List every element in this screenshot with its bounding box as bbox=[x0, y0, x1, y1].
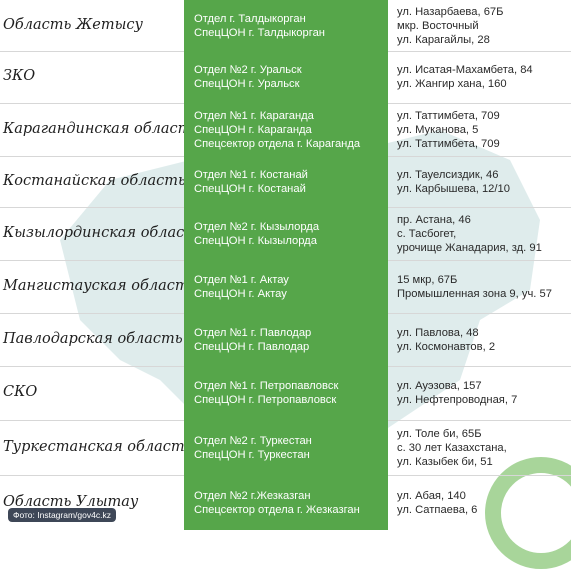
offices-cell: Отдел №2 г.Жезказган Спецсектор отдела г.… bbox=[184, 475, 388, 530]
address-line: ул. Карагайлы, 28 bbox=[397, 33, 490, 46]
address-line: ул. Казыбек би, 51 bbox=[397, 455, 493, 468]
addresses-cell: ул. Павлова, 48 ул. Космонавтов, 2 bbox=[397, 313, 569, 366]
address-line: ул. Таттимбета, 709 bbox=[397, 109, 500, 122]
addresses-cell: ул. Исатая-Махамбета, 84 ул. Жангир хана,… bbox=[397, 51, 569, 103]
office-name: Отдел №1 г. Костанай bbox=[194, 168, 308, 181]
offices-cell: Отдел №2 г. Туркестан СпецЦОН г. Туркеста… bbox=[184, 420, 388, 475]
address-line: ул. Муканова, 5 bbox=[397, 123, 479, 136]
address-line: ул. Таттимбета, 709 bbox=[397, 137, 500, 150]
address-line: ул. Толе би, 65Б bbox=[397, 427, 482, 440]
region-name: ЗКО bbox=[3, 68, 36, 85]
offices-cell: Отдел №2 г. Уральск СпецЦОН г. Уральск bbox=[184, 51, 388, 103]
address-line: с. Тасбогет, bbox=[397, 227, 457, 240]
address-line: ул. Павлова, 48 bbox=[397, 326, 479, 339]
address-line: ул. Космонавтов, 2 bbox=[397, 340, 496, 353]
region-name: Павлодарская область bbox=[3, 330, 183, 347]
address-line: ул. Нефтепроводная, 7 bbox=[397, 394, 518, 406]
address-line: ул. Сатпаева, 6 bbox=[397, 503, 478, 516]
office-name: СпецЦОН г. Актау bbox=[194, 287, 287, 300]
table-row: Мангистауская область Отдел №1 г. Актау Сп… bbox=[0, 260, 571, 314]
office-name: СпецЦОН г. Караганда bbox=[194, 123, 312, 136]
address-line: урочище Жанадария, зд. 91 bbox=[397, 241, 542, 254]
region-name: Область Улытау bbox=[3, 493, 139, 510]
addresses-cell: ул. Таттимбета, 709 ул. Муканова, 5 ул. Та… bbox=[397, 103, 569, 156]
table-row: Туркестанская область Отдел №2 г. Туркест… bbox=[0, 420, 571, 476]
table-row: Костанайская область Отдел №1 г. Костанай… bbox=[0, 156, 571, 208]
addresses-cell: ул. Тауелсиздик, 46 ул. Карбышева, 12/10 bbox=[397, 156, 569, 207]
table-row: Область Улытау Отдел №2 г.Жезказган Спецсе… bbox=[0, 475, 571, 530]
addresses-cell: пр. Астана, 46 с. Тасбогет, урочище Жанада… bbox=[397, 207, 569, 260]
region-name: Костанайская область bbox=[3, 172, 186, 189]
region-name: Область Жетысу bbox=[3, 16, 143, 33]
table-row: ЗКО Отдел №2 г. Уральск СпецЦОН г. Уральск… bbox=[0, 51, 571, 104]
address-line: ул. Ауэзова, 157 bbox=[397, 380, 482, 392]
address-line: с. 30 лет Казахстана, bbox=[397, 441, 507, 454]
address-line: ул. Жангир хана, 160 bbox=[397, 78, 507, 90]
office-name: Отдел №2 г.Жезказган bbox=[194, 489, 311, 502]
addresses-cell: ул. Толе би, 65Б с. 30 лет Казахстана, ул.… bbox=[397, 420, 569, 475]
office-name: СпецЦОН г. Талдыкорган bbox=[194, 26, 325, 39]
offices-cell: Отдел г. Талдыкорган СпецЦОН г. Талдыкорг… bbox=[184, 0, 388, 51]
region-name: СКО bbox=[3, 384, 38, 401]
table-row: Область Жетысу Отдел г. Талдыкорган СпецЦО… bbox=[0, 0, 571, 52]
offices-cell: Отдел №1 г. Петропавловск СпецЦОН г. Петр… bbox=[184, 366, 388, 420]
office-name: СпецЦОН г. Павлодар bbox=[194, 340, 310, 353]
region-name: Кызылординская область bbox=[3, 224, 206, 241]
address-line: 15 мкр, 67Б bbox=[397, 273, 458, 286]
offices-cell: Отдел №1 г. Караганда СпецЦОН г. Караганд… bbox=[184, 103, 388, 156]
table-row: Кызылординская область Отдел №2 г. Кызыло… bbox=[0, 207, 571, 261]
region-name: Туркестанская область bbox=[3, 438, 193, 455]
office-name: Отдел №1 г. Актау bbox=[194, 273, 289, 286]
address-line: ул. Тауелсиздик, 46 bbox=[397, 168, 499, 181]
address-line: пр. Астана, 46 bbox=[397, 213, 471, 226]
office-name: СпецЦОН г. Уральск bbox=[194, 78, 300, 90]
office-name: Отдел №2 г. Туркестан bbox=[194, 434, 312, 447]
offices-cell: Отдел №1 г. Павлодар СпецЦОН г. Павлодар bbox=[184, 313, 388, 366]
address-line: Промышленная зона 9, уч. 57 bbox=[397, 287, 552, 300]
office-name: Отдел №2 г. Уральск bbox=[194, 64, 302, 76]
address-line: мкр. Восточный bbox=[397, 19, 479, 32]
office-name: Спецсектор отдела г. Караганда bbox=[194, 137, 361, 150]
region-name: Карагандинская область bbox=[3, 120, 200, 137]
region-name: Мангистауская область bbox=[3, 277, 197, 294]
addresses-cell: ул. Назарбаева, 67Б мкр. Восточный ул. Кар… bbox=[397, 0, 569, 51]
office-name: Отдел №1 г. Караганда bbox=[194, 109, 314, 122]
office-name: СпецЦОН г. Кызылорда bbox=[194, 234, 317, 247]
office-name: СпецЦОН г. Петропавловск bbox=[194, 394, 337, 406]
office-name: Отдел №2 г. Кызылорда bbox=[194, 220, 320, 233]
office-name: Спецсектор отдела г. Жезказган bbox=[194, 503, 360, 516]
offices-cell: Отдел №1 г. Костанай СпецЦОН г. Костанай bbox=[184, 156, 388, 207]
office-name: СпецЦОН г. Костанай bbox=[194, 182, 306, 195]
service-centers-table: Область Жетысу Отдел г. Талдыкорган СпецЦО… bbox=[0, 0, 571, 530]
addresses-cell: ул. Абая, 140 ул. Сатпаева, 6 bbox=[397, 475, 569, 530]
address-line: ул. Исатая-Махамбета, 84 bbox=[397, 64, 533, 76]
table-row: Павлодарская область Отдел №1 г. Павлодар… bbox=[0, 313, 571, 367]
office-name: Отдел №1 г. Петропавловск bbox=[194, 380, 339, 392]
table-row: СКО Отдел №1 г. Петропавловск СпецЦОН г. П… bbox=[0, 366, 571, 421]
office-name: СпецЦОН г. Туркестан bbox=[194, 448, 310, 461]
photo-credit: Фото: Instagram/gov4c.kz bbox=[8, 508, 116, 522]
office-name: Отдел №1 г. Павлодар bbox=[194, 326, 312, 339]
addresses-cell: 15 мкр, 67Б Промышленная зона 9, уч. 57 bbox=[397, 260, 569, 313]
offices-cell: Отдел №1 г. Актау СпецЦОН г. Актау bbox=[184, 260, 388, 313]
addresses-cell: ул. Ауэзова, 157 ул. Нефтепроводная, 7 bbox=[397, 366, 569, 420]
office-name: Отдел г. Талдыкорган bbox=[194, 12, 306, 25]
offices-cell: Отдел №2 г. Кызылорда СпецЦОН г. Кызылорд… bbox=[184, 207, 388, 260]
address-line: ул. Абая, 140 bbox=[397, 489, 466, 502]
address-line: ул. Карбышева, 12/10 bbox=[397, 182, 510, 195]
address-line: ул. Назарбаева, 67Б bbox=[397, 5, 504, 18]
table-row: Карагандинская область Отдел №1 г. Карага… bbox=[0, 103, 571, 157]
